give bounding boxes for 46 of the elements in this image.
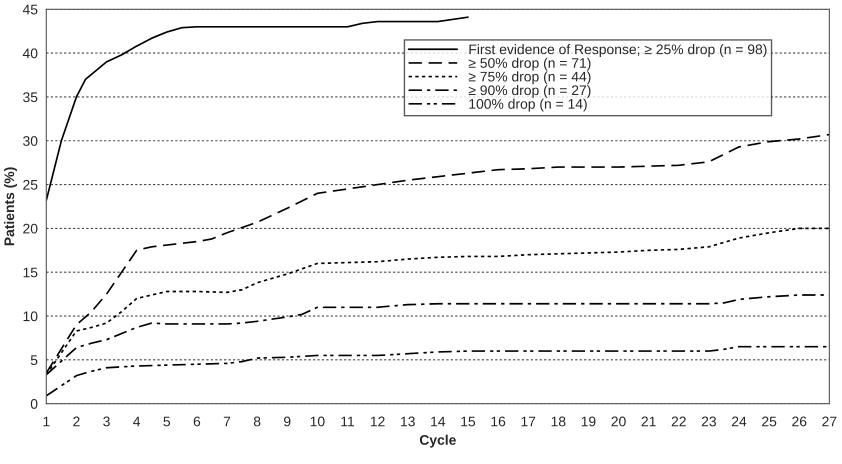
x-tick-label: 20 bbox=[612, 416, 626, 426]
x-tick-label: 21 bbox=[642, 416, 656, 426]
x-tick-label: 13 bbox=[401, 416, 415, 426]
x-tick-label: 8 bbox=[254, 416, 260, 426]
x-tick-label: 10 bbox=[310, 416, 325, 426]
x-tick-label: 6 bbox=[194, 416, 200, 426]
line-series bbox=[46, 16, 469, 202]
x-tick-label: 19 bbox=[582, 416, 596, 426]
x-tick-label: 5 bbox=[163, 416, 170, 426]
x-tick-label: 1 bbox=[44, 416, 50, 426]
x-tick-label: 3 bbox=[103, 416, 110, 426]
y-tick-label: 45 bbox=[22, 4, 38, 14]
y-tick-label: 0 bbox=[30, 399, 38, 409]
y-tick-label: 15 bbox=[24, 268, 38, 278]
x-tick-label: 4 bbox=[133, 416, 140, 426]
x-tick-label: 15 bbox=[461, 416, 476, 426]
x-tick-label: 14 bbox=[431, 416, 446, 426]
x-tick-label: 2 bbox=[73, 416, 80, 426]
x-tick-label: 18 bbox=[552, 416, 566, 426]
x-tick-label: 25 bbox=[762, 416, 776, 426]
y-tick-label: 35 bbox=[23, 92, 38, 102]
legend-label: ≥ 75% drop (n = 44) bbox=[468, 71, 591, 84]
y-axis-title: Patients (%) bbox=[4, 167, 17, 246]
x-tick-label: 23 bbox=[702, 416, 716, 426]
legend-label: First evidence of Response; ≥ 25% drop (n = 98) bbox=[469, 44, 767, 57]
x-axis-title: Cycle bbox=[420, 434, 456, 448]
x-tick-label: 9 bbox=[284, 416, 290, 426]
x-tick-label: 7 bbox=[224, 416, 230, 426]
y-tick-label: 5 bbox=[30, 355, 38, 366]
y-tick-label: 40 bbox=[22, 48, 38, 58]
line-series bbox=[46, 346, 830, 397]
x-tick-label: 17 bbox=[522, 416, 536, 426]
x-tick-label: 11 bbox=[341, 416, 354, 426]
y-tick-label: 10 bbox=[24, 311, 38, 322]
y-tick-label: 25 bbox=[23, 180, 38, 190]
x-tick-label: 27 bbox=[822, 416, 836, 426]
y-tick-label: 30 bbox=[23, 136, 38, 146]
legend-label: ≥ 50% drop (n = 71) bbox=[468, 58, 591, 71]
x-tick-label: 16 bbox=[491, 416, 506, 426]
x-tick-label: 26 bbox=[792, 416, 806, 426]
legend-label: ≥ 90% drop (n = 27) bbox=[468, 84, 591, 98]
x-tick-label: 24 bbox=[732, 416, 746, 426]
x-tick-label: 22 bbox=[672, 416, 686, 426]
y-tick-label: 20 bbox=[23, 224, 38, 234]
x-tick-label: 12 bbox=[370, 416, 385, 426]
legend-label: 100% drop (n = 14) bbox=[469, 98, 587, 112]
